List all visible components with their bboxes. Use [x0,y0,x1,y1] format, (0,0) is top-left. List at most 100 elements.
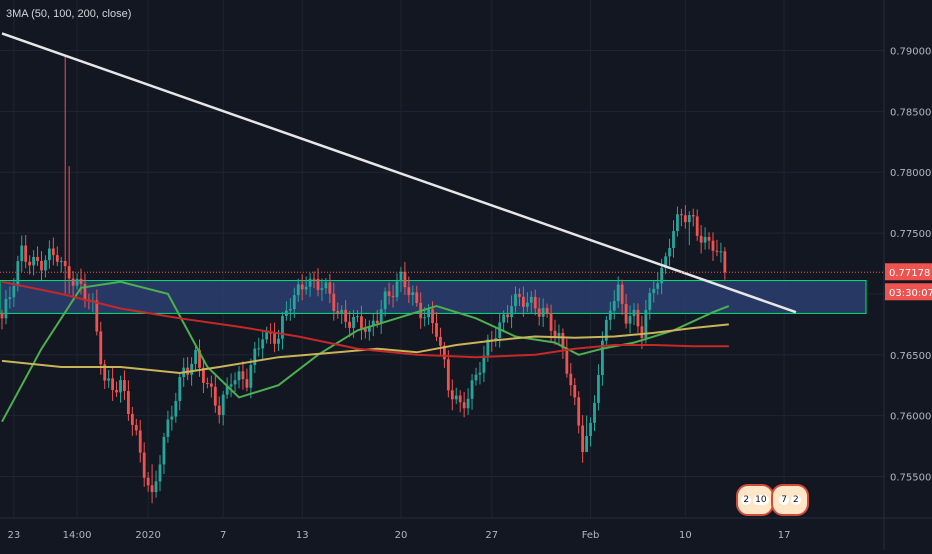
candle-body [213,386,217,406]
candle-body [454,395,458,400]
candle-body [356,316,359,318]
candle-body [229,384,233,387]
candle-body [502,314,506,323]
candle-body [624,303,628,324]
candle-body [367,325,371,332]
candle-body [221,394,225,415]
candle-body [565,348,569,374]
candle-body [695,216,699,236]
price-tick-label: 0.77500 [890,229,931,240]
candle-body [478,372,482,375]
candle-body [127,391,130,415]
candle-body [719,251,723,253]
candle-body [55,255,59,262]
indicator-legend[interactable]: 3MA (50, 100, 200, close) [6,8,132,20]
candle-body [32,256,35,266]
event-badge-left-count: 7 [779,495,789,505]
candle-body [8,297,12,300]
candle-body [707,236,711,241]
candle-body [608,310,612,320]
candle-body [581,425,585,453]
candle-body [20,245,24,262]
candle-body [257,348,261,350]
candle-body [277,338,280,344]
candle-body [699,235,703,243]
price-tick-label: 0.78500 [890,107,931,118]
candle-body [241,371,245,380]
candle-body [174,400,178,417]
candle-body [63,261,67,267]
candle-body [541,307,545,317]
candle-body [138,430,142,453]
candle-body [715,250,719,252]
current-price-tag [885,263,932,281]
candle-body [44,260,47,271]
event-badge-right-count: 2 [791,495,801,505]
candle-body [612,301,616,311]
candle-body [340,309,344,313]
candle-body [462,402,466,409]
candle-body [443,345,446,360]
candle-body [644,309,648,339]
candle-body [450,390,454,400]
moving-average-100 [1,323,729,375]
candle-body [569,373,573,386]
candle-body [407,287,411,296]
candle-body [379,309,383,323]
candle-body [107,378,111,381]
candle-body [28,261,32,266]
candle-body [79,278,83,284]
candle-body [146,477,150,486]
event-badge[interactable]: 2 10 [736,484,774,516]
time-tick-label: 7 [220,530,226,541]
time-tick-label: 2020 [135,530,160,541]
candle-body [466,398,470,409]
event-badge[interactable]: 7 2 [771,484,809,516]
candle-body [130,414,134,425]
time-tick-label: 27 [485,530,498,541]
candle-body [36,256,39,261]
candle-body [514,294,517,307]
candle-body [115,390,118,393]
candle-body [656,283,660,289]
candle-body [525,302,529,307]
candle-body [332,293,336,312]
candle-body [415,292,419,304]
event-badge-left-count: 2 [741,495,752,505]
candle-body [482,355,486,373]
candle-body [344,309,348,322]
candle-body [391,295,395,298]
candle-body [518,294,521,297]
candle-body [711,240,715,251]
candle-body [683,215,687,223]
candle-body [601,340,604,376]
candle-body [320,288,324,290]
candle-body [198,350,201,368]
candle-body [312,278,316,280]
candle-body [83,283,87,300]
time-tick-label: 13 [296,530,309,541]
candle-body [648,293,652,310]
candle-body [636,309,640,327]
candle-body [604,319,608,341]
candle-body [446,359,450,391]
candle-body [178,377,182,401]
candle-body [304,286,308,290]
time-tick-label: 14:00 [63,530,92,541]
time-tick-label: 17 [778,530,791,541]
price-tick-label: 0.79000 [890,47,931,58]
candle-body [292,295,296,309]
candle-body [537,308,541,317]
candle-body [324,282,328,289]
candle-body [632,309,636,317]
candle-body [660,267,664,284]
candle-body [435,323,438,337]
time-tick-label: 23 [7,530,20,541]
candle-body [470,380,474,399]
candle-body [206,382,209,384]
candle-body [202,367,205,383]
candle-body [561,333,565,349]
candle-body [225,386,229,395]
